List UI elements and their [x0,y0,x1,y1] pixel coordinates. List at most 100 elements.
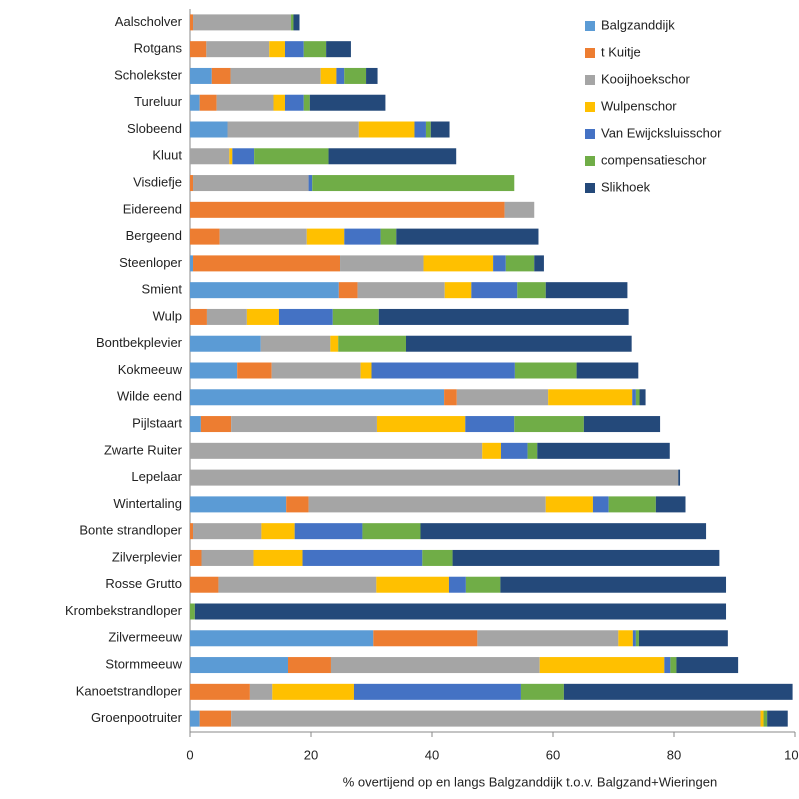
bar-segment [246,308,279,325]
bar-segment [312,175,515,192]
bar-segment [306,228,345,245]
legend-label: Van Ewijcksluisschor [601,125,722,140]
bar-segment [545,496,593,513]
bar-segment [309,94,386,111]
bar-segment [190,41,207,58]
legend-swatch [585,183,595,193]
bar-segment [655,496,686,513]
bar-segment [237,362,272,379]
bar-segment [201,549,254,566]
bar-segment [200,416,232,433]
bar-segment [376,416,466,433]
y-tick-label: Tureluur [134,94,183,109]
legend-label: Wulpenschor [601,98,677,113]
bar-segment [344,228,381,245]
y-tick-label: Zilverplevier [112,549,183,564]
y-tick-label: Zwarte Ruiter [104,442,183,457]
bar-segment [193,175,309,192]
y-tick-label: Steenloper [119,255,183,270]
bar-segment [414,121,426,138]
bar-segment [206,41,270,58]
bar-segment [405,335,632,352]
bar-segment [338,282,358,299]
x-tick-label: 100 [784,747,799,762]
bar-segment [583,416,661,433]
legend-label: t Kuitje [601,44,641,59]
bar-segment [303,41,327,58]
bar-segment [500,442,528,459]
bar-segment [471,282,518,299]
bar-segment [206,308,247,325]
y-tick-label: Smient [142,282,183,297]
bar-segment [514,416,584,433]
bar-segment [293,14,300,31]
bar-segment [396,228,539,245]
bar-segment [190,335,261,352]
bar-segment [190,255,194,272]
bar-segment [638,630,728,647]
bar-segment [676,657,739,674]
y-tick-label: Aalscholver [115,14,183,29]
bar-segment [249,683,273,700]
y-tick-label: Wulp [153,308,182,323]
y-tick-label: Kanoetstrandloper [76,683,183,698]
bar-segment [219,228,307,245]
bar-segment [330,335,339,352]
legend-label: Balgzanddijk [601,17,675,32]
y-tick-label: Wintertaling [113,496,182,511]
bar-segment [563,683,793,700]
y-tick-label: Rosse Grutto [105,576,182,591]
bar-segment [271,362,361,379]
bar-segment [373,630,478,647]
bar-segment [452,549,720,566]
bar-segment [216,94,274,111]
y-tick-label: Eidereend [123,201,182,216]
bar-segment [344,67,367,84]
bar-segment [465,576,501,593]
bar-segment [286,496,309,513]
bar-segment [190,469,679,486]
bar-segment [639,389,646,406]
y-tick-label: Groenpootruiter [91,710,183,725]
bar-segment [190,657,289,674]
bar-segment [261,523,295,540]
bar-segment [423,255,494,272]
legend-swatch [585,156,595,166]
bar-segment [190,576,219,593]
bar-segment [576,362,639,379]
x-axis-title: % overtijend op en langs Balgzanddijk t.… [343,774,717,789]
bar-segment [357,282,445,299]
bar-segment [190,416,201,433]
bar-segment [231,710,761,727]
bar-segment [230,67,321,84]
bar-segment [302,549,423,566]
legend-label: Slikhoek [601,179,651,194]
bar-segment [260,335,331,352]
bar-segment [190,683,250,700]
legend-swatch [585,102,595,112]
bar-segment [520,683,564,700]
y-tick-label: Wilde eend [117,389,182,404]
bar-segment [190,442,483,459]
bar-segment [635,630,639,647]
bar-segment [482,442,501,459]
bar-segment [664,657,671,674]
bar-segment [193,14,292,31]
bar-segment [592,496,609,513]
y-tick-label: Kluut [152,148,182,163]
bar-segment [358,121,415,138]
bar-segment [190,14,194,31]
bar-segment [632,630,636,647]
bar-segment [504,201,535,218]
bar-segment [190,94,200,111]
bar-segment [227,121,359,138]
bar-segment [422,549,453,566]
bar-segment [430,121,450,138]
bar-segment [291,14,294,31]
y-tick-label: Bergeend [126,228,182,243]
bar-segment [190,67,212,84]
y-tick-label: Visdiefje [133,174,182,189]
bar-segment [514,362,577,379]
bar-segment [545,282,628,299]
bar-segment [767,710,788,727]
